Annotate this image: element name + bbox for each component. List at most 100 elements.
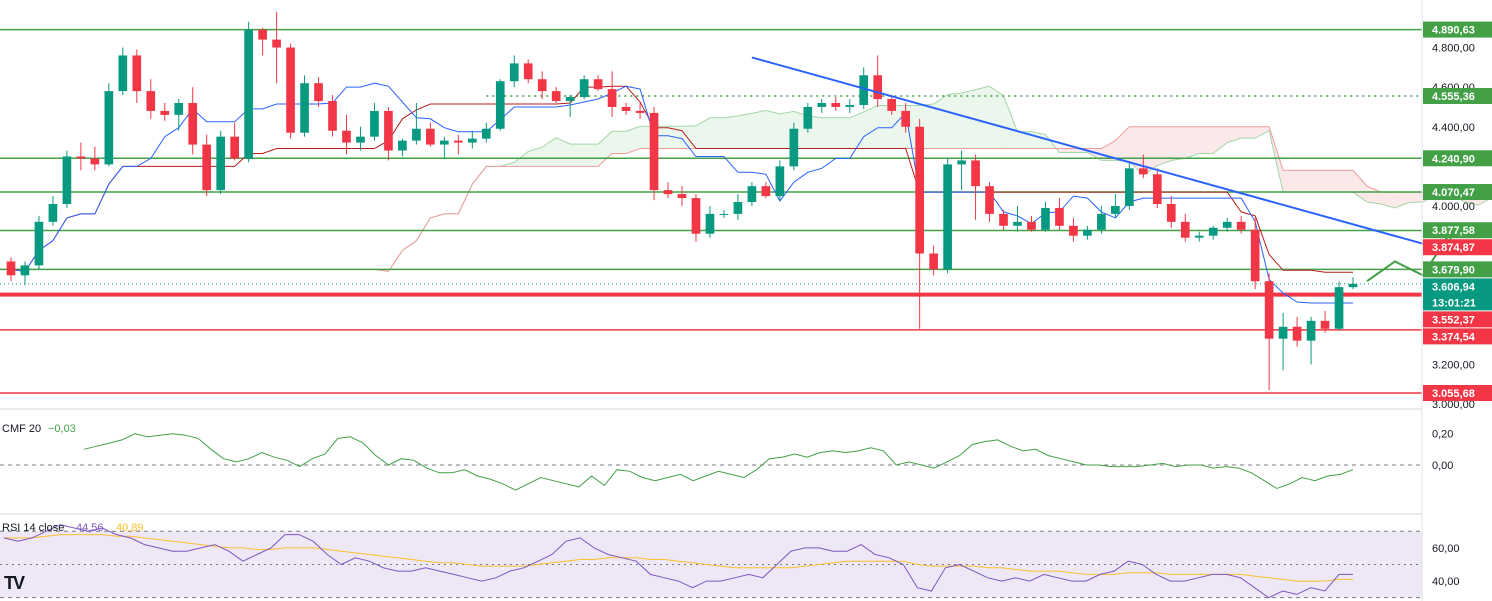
candle-body [1041,207,1050,230]
cloud-segment [1185,126,1200,159]
cloud-segment [849,111,864,149]
cloud-segment [1227,126,1242,143]
cloud-segment [961,89,976,149]
candle-body [509,63,519,82]
cloud-segment [1115,126,1130,162]
candle-body [132,55,142,92]
candle-body [62,156,72,204]
candle-body [48,204,58,222]
senkou-span-a-line [374,85,1492,272]
cloud-segment [1143,126,1158,175]
candle-body [831,102,841,107]
candle-body [1278,326,1288,339]
candle-body [1250,229,1260,282]
cloud-segment [765,110,780,149]
price-tag-label: 3.877,58 [1432,225,1475,237]
cloud-segment [751,110,766,149]
cloud-segment [570,144,585,167]
candle-body [426,128,435,145]
candle-body [1138,168,1148,175]
price-tag [1423,21,1492,38]
candle-body [258,29,267,40]
candle-body [887,99,897,111]
rsi-panel[interactable]: 60,00 40,00 [0,524,1460,599]
candle-body [174,102,184,115]
candle-body [607,89,617,107]
candle-body [300,83,309,133]
candle-body [985,186,994,214]
cloud-segment [1380,192,1395,208]
candle-body [1194,235,1204,238]
candle-body [104,91,114,165]
candle-body [160,110,170,115]
price-tag-label: 3.374,54 [1432,331,1476,343]
candle-body [384,110,393,151]
candle-body [677,194,687,199]
price-tag-label: 4.240,90 [1432,153,1475,165]
price-tick-label: 4.800,00 [1432,43,1475,55]
price-tag-label: 4.070,47 [1432,187,1475,199]
price-panel[interactable] [0,11,1492,394]
cloud-segment [975,86,990,149]
candle-body [1264,281,1274,339]
candle-body [34,221,44,266]
candle-body [118,55,128,92]
candle-body [398,140,407,151]
cloud-segment [1199,126,1214,154]
candle-body [1083,229,1092,236]
price-tag-label: 3.552,37 [1432,314,1475,326]
cloud-segment [709,117,724,149]
rsi-ma-legend-value: 40,89 [116,522,144,534]
cloud-segment [1283,170,1298,193]
price-tag-label: 3.606,94 [1432,281,1476,293]
cmf-line [83,433,1354,491]
cloud-segment [1311,170,1326,193]
candle-body [775,166,785,197]
cloud-segment [989,86,1004,149]
cloud-segment [695,117,710,149]
price-tag [1423,261,1492,278]
candlesticks [6,11,1358,391]
cmf-panel[interactable]: 0,20 0,00 [0,429,1453,491]
cmf-legend-value: −0,03 [48,423,76,435]
candle-body [733,202,743,214]
price-tag [1423,239,1492,256]
cloud-segment [1059,148,1074,153]
cloud-segment [737,113,752,149]
candle-body [915,126,924,254]
candle-body [1306,320,1316,341]
candle-body [873,75,883,100]
candle-body [1097,213,1106,230]
price-tags: 4.890,63 4.555,36 4.240,90 4.070,47 3.877,58… [1423,21,1492,402]
price-tag-label: 3.874,87 [1432,242,1475,254]
candle-body [817,102,827,107]
cloud-segment [1325,170,1340,193]
price-tag-label: 3.055,68 [1432,388,1475,400]
candle-body [523,63,533,80]
cloud-segment [1255,126,1270,139]
candle-body [244,29,253,159]
cloud-segment [835,117,850,149]
tradingview-logo-icon[interactable]: TV [4,573,25,593]
price-tag [1423,150,1492,167]
price-tag [1423,222,1492,239]
candle-body [188,102,198,145]
price-tag [1423,311,1492,328]
cloud-segment [1408,192,1423,203]
price-tick-label: 4.000,00 [1432,201,1475,213]
candle-body [1236,221,1246,230]
candle-body [803,106,813,129]
price-tag-countdown: 13:01:21 [1432,297,1476,309]
rsi-legend-name: RSI 14 close [2,522,64,534]
cmf-tick-label: 0,00 [1432,460,1453,472]
candle-body [1125,168,1134,206]
candle-body [370,110,379,137]
candle-body [957,160,966,165]
candle-body [705,213,715,234]
candle-body [971,160,980,187]
price-tag [1423,385,1492,402]
cloud-segment [863,105,878,149]
trendline [751,56,1438,249]
candle-body [412,128,421,141]
